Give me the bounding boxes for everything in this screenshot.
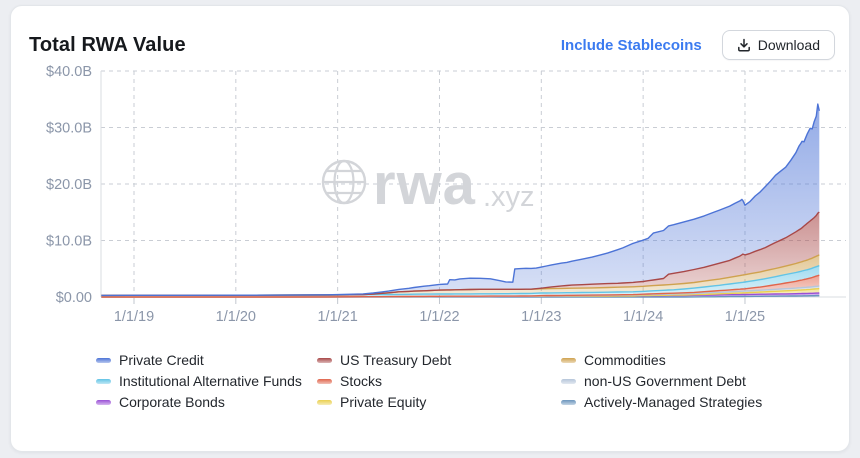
download-label: Download bbox=[757, 37, 820, 53]
area-private_credit bbox=[101, 104, 820, 296]
x-tick-label: 1/1/23 bbox=[521, 309, 561, 325]
legend-label: Stocks bbox=[340, 373, 383, 389]
x-tick-label: 1/1/20 bbox=[216, 309, 256, 325]
legend-item-actively_managed_strategies[interactable]: Actively-Managed Strategies bbox=[561, 395, 762, 409]
watermark: rwa .xyz bbox=[321, 152, 535, 217]
legend-swatch-icon bbox=[561, 357, 576, 363]
legend-column: Private Credit Institutional Alternative … bbox=[96, 353, 302, 409]
legend-item-corporate_bonds[interactable]: Corporate Bonds bbox=[96, 395, 302, 409]
legend-item-us_treasury_debt[interactable]: US Treasury Debt bbox=[317, 353, 451, 367]
legend-item-institutional_alternative_funds[interactable]: Institutional Alternative Funds bbox=[96, 374, 302, 388]
x-tick-label: 1/1/25 bbox=[725, 309, 765, 325]
legend-column: US Treasury Debt Stocks Private Equity bbox=[317, 353, 451, 409]
watermark-tld: .xyz bbox=[483, 181, 535, 213]
legend-item-commodities[interactable]: Commodities bbox=[561, 353, 762, 367]
download-icon bbox=[737, 38, 751, 52]
line-us_treasury_debt bbox=[101, 211, 820, 297]
legend-swatch-icon bbox=[561, 399, 576, 405]
download-button[interactable]: Download bbox=[721, 30, 835, 60]
legend-swatch-icon bbox=[317, 357, 332, 363]
y-tick-label: $30.0B bbox=[46, 121, 92, 137]
legend-item-non_us_government_debt[interactable]: non-US Government Debt bbox=[561, 374, 762, 388]
legend-item-private_equity[interactable]: Private Equity bbox=[317, 395, 451, 409]
line-institutional_alternative_funds bbox=[101, 264, 820, 297]
legend-item-stocks[interactable]: Stocks bbox=[317, 374, 451, 388]
watermark-brand: rwa bbox=[373, 152, 476, 217]
legend-swatch-icon bbox=[96, 357, 111, 363]
line-private_credit bbox=[101, 103, 820, 297]
x-tick-label: 1/1/24 bbox=[623, 309, 663, 325]
legend-label: US Treasury Debt bbox=[340, 352, 452, 368]
legend-label: Private Equity bbox=[340, 394, 427, 410]
chart-area: $40.0B $30.0B $20.0B $10.0B $0.00 1/1/19 1/1/2… bbox=[11, 6, 851, 346]
x-tick-label: 1/1/21 bbox=[317, 309, 357, 325]
header-actions: Include Stablecoins Download bbox=[561, 30, 835, 60]
line-stocks bbox=[101, 274, 820, 298]
y-tick-label: $20.0B bbox=[46, 177, 92, 193]
y-tick-label: $40.0B bbox=[46, 64, 92, 80]
legend-label: Corporate Bonds bbox=[119, 394, 225, 410]
x-tick-label: 1/1/22 bbox=[419, 309, 459, 325]
y-tick-label: $0.00 bbox=[56, 290, 92, 306]
y-tick-label: $10.0B bbox=[46, 234, 92, 250]
legend-label: Institutional Alternative Funds bbox=[119, 373, 302, 389]
legend-swatch-icon bbox=[96, 399, 111, 405]
legend-label: Actively-Managed Strategies bbox=[584, 394, 763, 410]
card-header: Total RWA Value Include Stablecoins Down… bbox=[29, 28, 835, 62]
legend-label: Private Credit bbox=[119, 352, 204, 368]
chart-card: $40.0B $30.0B $20.0B $10.0B $0.00 1/1/19 1/1/2… bbox=[10, 5, 850, 452]
legend-label: Commodities bbox=[584, 352, 666, 368]
include-stablecoins-link[interactable]: Include Stablecoins bbox=[560, 36, 702, 54]
page-title: Total RWA Value bbox=[29, 33, 186, 56]
legend-swatch-icon bbox=[96, 378, 111, 384]
legend-item-private_credit[interactable]: Private Credit bbox=[96, 353, 302, 367]
legend-swatch-icon bbox=[317, 399, 332, 405]
legend-swatch-icon bbox=[317, 378, 332, 384]
x-tick-label: 1/1/19 bbox=[114, 309, 154, 325]
legend-column: Commodities non-US Government Debt Activel… bbox=[561, 353, 762, 409]
legend-label: non-US Government Debt bbox=[584, 373, 746, 389]
chart-svg[interactable]: $40.0B $30.0B $20.0B $10.0B $0.00 1/1/19 1/1/2… bbox=[11, 6, 851, 346]
legend-swatch-icon bbox=[561, 378, 576, 384]
